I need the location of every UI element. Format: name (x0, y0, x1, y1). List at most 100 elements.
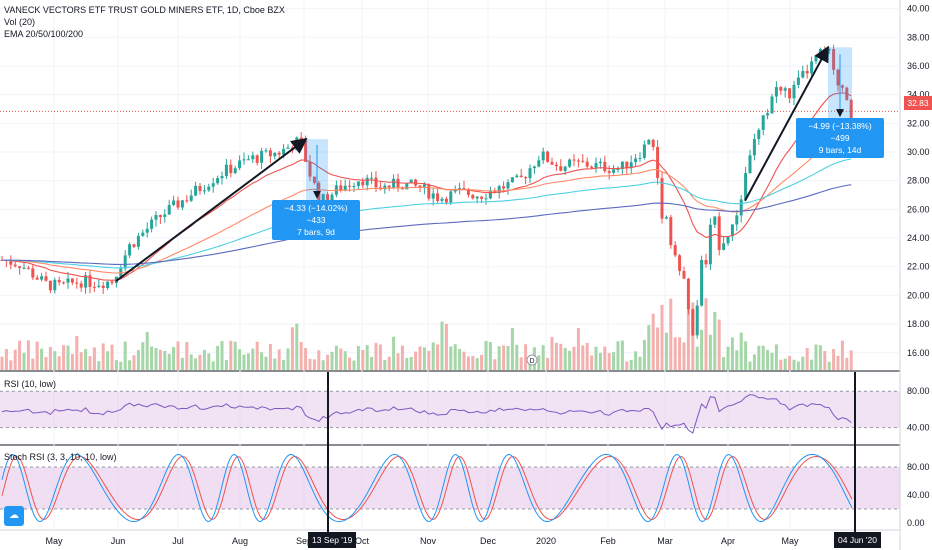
chart-title: VANECK VECTORS ETF TRUST GOLD MINERS ETF… (4, 5, 285, 15)
volume-bar (519, 357, 523, 370)
volume-bar (409, 357, 413, 370)
volume-bar (75, 336, 79, 370)
candle-body (475, 196, 479, 199)
volume-bar (436, 344, 440, 370)
volume-bar (678, 337, 682, 370)
candle-body (726, 236, 730, 244)
date-marker-right: 04 Jun '20 (834, 532, 881, 548)
candle-body (752, 139, 756, 156)
stoch-band (0, 467, 900, 509)
volume-bar (273, 358, 277, 370)
volume-bar (788, 355, 792, 370)
volume-bar (282, 359, 286, 370)
candle-body (427, 184, 431, 199)
volume-bar (114, 360, 118, 370)
candle-body (339, 185, 343, 191)
volume-bar (233, 341, 237, 370)
trend-arrow-1 (115, 137, 308, 282)
volume-bar (810, 359, 814, 370)
callout-2-line1: −4.99 (−13.38%) −499 (808, 121, 872, 143)
candle-body (660, 178, 664, 219)
month-label: May (781, 536, 799, 546)
candle-body (774, 87, 778, 97)
rsi-legend: RSI (10, low) (4, 379, 57, 389)
candle-body (242, 159, 246, 161)
candle-body (185, 200, 189, 202)
price-tick-label: 28.00 (907, 176, 930, 186)
candle-body (132, 244, 136, 247)
candle-body (431, 193, 435, 199)
volume-bar (22, 352, 26, 370)
candle-body (620, 161, 624, 170)
candle-body (128, 244, 132, 256)
volume-bar (796, 361, 800, 370)
candle-body (678, 255, 682, 271)
volume-bar (453, 344, 457, 370)
volume-bar (559, 343, 563, 370)
candle-body (805, 71, 809, 74)
candle-body (436, 193, 440, 201)
volume-bar (607, 353, 611, 370)
candle-body (75, 282, 79, 284)
candle-body (770, 96, 774, 114)
stoch-k-line (1, 453, 853, 523)
volume-bar (70, 354, 74, 370)
candle-body (308, 161, 312, 177)
volume-bar (334, 345, 338, 370)
candle-body (343, 185, 347, 191)
date-marker-left: 13 Sep '19 (308, 532, 357, 548)
volume-bar (286, 348, 290, 370)
candle-body (607, 171, 611, 173)
candle-body (88, 275, 92, 287)
volume-bar (722, 357, 726, 370)
price-tick-label: 22.00 (907, 262, 930, 272)
candle-body (722, 243, 726, 250)
candle-body (198, 185, 202, 192)
volume-bar (598, 352, 602, 370)
candle-body (172, 200, 176, 206)
candle-body (97, 285, 101, 287)
candle-body (106, 281, 110, 289)
candle-body (801, 71, 805, 78)
candle-body (35, 277, 39, 280)
volume-bar (779, 359, 783, 370)
candle-body (748, 155, 752, 174)
candle-body (581, 160, 585, 162)
volume-bar (471, 355, 475, 370)
volume-bar (361, 349, 365, 370)
volume-bar (242, 354, 246, 370)
candle-body (9, 260, 13, 265)
candle-body (233, 168, 237, 174)
volume-bar (480, 354, 484, 370)
candle-body (220, 176, 224, 179)
volume-bar (783, 358, 787, 370)
candle-body (497, 186, 501, 193)
candle-body (502, 186, 506, 189)
volume-bar (224, 360, 228, 370)
volume-bar (506, 346, 510, 370)
volume-bar (792, 359, 796, 370)
candle-body (484, 198, 488, 200)
candle-body (761, 115, 765, 130)
volume-bar (264, 356, 268, 370)
candle-body (625, 161, 629, 169)
candle-body (766, 113, 770, 116)
month-label: Mar (657, 536, 673, 546)
candle-body (537, 160, 541, 167)
candle-body (528, 168, 532, 179)
rsi-tick-label: 80.00 (907, 386, 930, 396)
tradingview-logo-icon[interactable]: ☁ (4, 506, 24, 526)
candle-body (832, 49, 836, 70)
candle-body (510, 177, 514, 183)
volume-bar (383, 359, 387, 370)
volume-bar (629, 359, 633, 370)
candle-body (616, 169, 620, 171)
volume-bar (365, 345, 369, 370)
volume-bar (216, 345, 220, 370)
volume-bar (638, 356, 642, 370)
candle-body (352, 185, 356, 187)
volume-bar (673, 337, 677, 370)
volume-bar (827, 361, 831, 370)
candle-body (229, 164, 233, 174)
price-tick-label: 24.00 (907, 233, 930, 243)
